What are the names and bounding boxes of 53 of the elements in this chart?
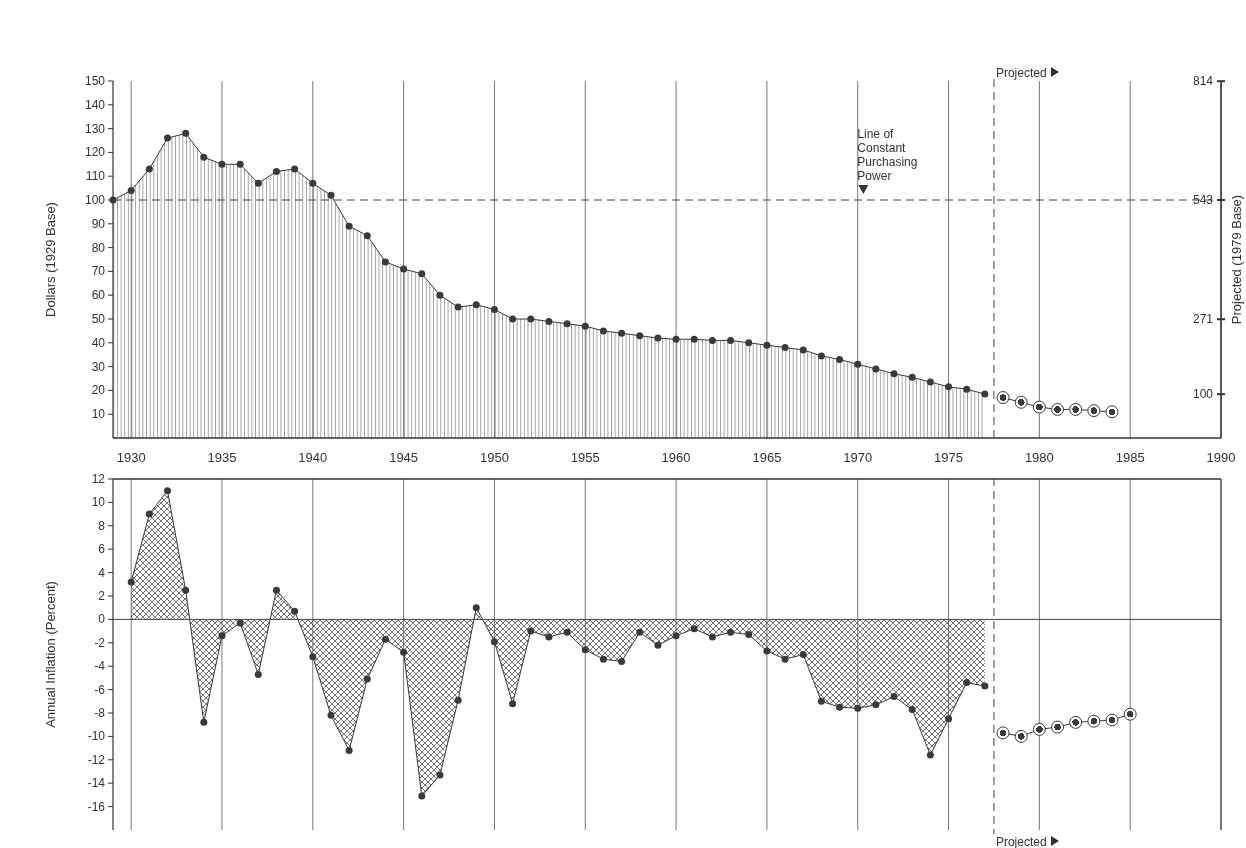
y-tick-label: 4 — [98, 565, 106, 580]
x-tick-label: 1945 — [389, 450, 419, 465]
y-axis-title: Dollars (1929 Base) — [43, 202, 58, 317]
y2-tick-label: 271 — [1192, 312, 1214, 327]
x-tick-label: 1940 — [298, 450, 328, 465]
x-tick-label: 1985 — [1115, 450, 1145, 465]
y-tick-label: 60 — [91, 288, 106, 303]
y-tick-label: -8 — [94, 706, 106, 720]
y-tick-label: 10 — [91, 495, 106, 510]
y-axis-title: Annual Inflation (Percent) — [43, 581, 58, 728]
y-tick-label: -10 — [87, 729, 106, 744]
y-tick-label: 2 — [98, 589, 106, 603]
y-tick-label: -6 — [94, 682, 106, 697]
y2-axis-title: Projected (1979 Base) — [1229, 194, 1244, 325]
ref-line-label: Line of Constant Purchasing Power — [857, 127, 918, 183]
y-tick-label: 6 — [98, 542, 106, 557]
y-tick-label: -16 — [87, 799, 106, 814]
y-tick-label: 20 — [91, 383, 106, 398]
y-tick-label: 40 — [91, 335, 106, 350]
x-tick-label: 1990 — [1206, 450, 1236, 465]
ref-line-label: Projected — [995, 66, 1047, 80]
x-tick-label: 1955 — [570, 450, 600, 465]
y-tick-label: 120 — [84, 145, 106, 160]
y-tick-label: -14 — [87, 776, 106, 791]
y2-tick-label: 814 — [1192, 74, 1214, 89]
x-tick-label: 1965 — [752, 450, 782, 465]
y-tick-label: -4 — [94, 659, 106, 674]
x-tick-label: 1960 — [661, 450, 691, 465]
y-tick-label: 90 — [91, 216, 106, 231]
x-tick-label: 1950 — [479, 450, 509, 465]
y-tick-label: -2 — [94, 635, 106, 650]
x-tick-label: 1980 — [1024, 450, 1054, 465]
x-tick-label: 1930 — [116, 450, 146, 465]
x-tick-label: 1935 — [207, 450, 237, 465]
y-tick-label: -12 — [87, 752, 106, 767]
y-tick-label: 30 — [91, 359, 106, 374]
y-tick-label: 50 — [91, 312, 106, 326]
y-tick-label: 80 — [91, 240, 106, 255]
y-tick-label: 10 — [91, 407, 106, 422]
y-tick-label: 140 — [84, 97, 106, 112]
x-tick-label: 1975 — [934, 450, 963, 465]
x-tick-label: 1970 — [843, 450, 873, 465]
ref-line-label: Projected — [995, 835, 1047, 848]
y-tick-label: 130 — [84, 121, 106, 136]
y-tick-label: 100 — [84, 193, 106, 207]
y2-tick-label: 100 — [1192, 387, 1214, 402]
y2-tick-label: 543 — [1192, 193, 1214, 207]
y-tick-label: 110 — [85, 169, 106, 184]
y-tick-label: 150 — [84, 74, 106, 88]
y-tick-label: 8 — [98, 518, 106, 533]
y-tick-label: 12 — [91, 472, 106, 486]
y-tick-label: 0 — [98, 612, 106, 627]
y-tick-label: 70 — [91, 264, 106, 279]
